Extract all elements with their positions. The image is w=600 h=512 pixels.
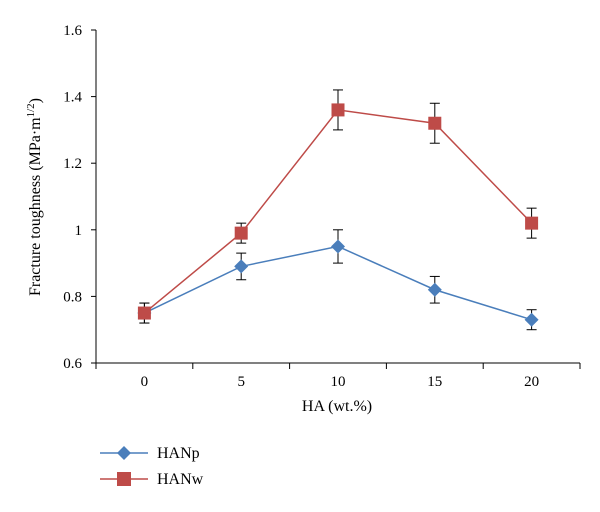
legend-item: HANp [100,445,200,462]
y-tick-label: 1 [75,223,83,239]
x-tick-label: 0 [141,374,149,390]
data-point [137,306,151,320]
legend-label: HANw [157,471,204,488]
series-layer [137,89,539,331]
legend-item: HANw [100,471,204,488]
data-point [427,282,442,297]
x-axis: 0 5 10 15 20 [95,362,581,390]
y-axis: 0.6 0.8 1 1.2 1.4 1.6 [63,23,97,372]
y-axis-title-close: ) [27,98,44,103]
series-line [143,109,533,314]
y-tick-label: 1.6 [63,23,82,39]
data-point [234,226,248,240]
legend-marker [117,446,131,460]
series-hanw [137,89,539,324]
y-tick-label: 1.2 [63,156,82,172]
x-tick-label: 20 [524,374,539,390]
legend: HANp HANw [100,445,204,488]
x-tick-label: 15 [427,374,442,390]
x-axis-title: HA (wt.%) [302,398,372,415]
data-point [331,103,345,117]
y-tick-label: 0.8 [63,289,82,305]
data-point [331,239,345,254]
y-tick-label: 0.6 [63,356,82,372]
data-point [524,312,539,327]
y-axis-title-superscript: 1/2 [25,103,37,117]
legend-marker [117,472,131,486]
series-hanp [137,229,539,331]
y-axis-title-main: Fracture toughness (MPa·m [27,117,44,296]
legend-label: HANp [157,445,200,462]
data-point [234,259,249,274]
x-tick-label: 10 [331,374,346,390]
x-tick-label: 5 [237,374,245,390]
data-point [525,216,539,230]
y-tick-label: 1.4 [63,90,82,106]
y-axis-title: Fracture toughness (MPa·m1/2) [25,98,44,296]
data-point [428,116,442,130]
